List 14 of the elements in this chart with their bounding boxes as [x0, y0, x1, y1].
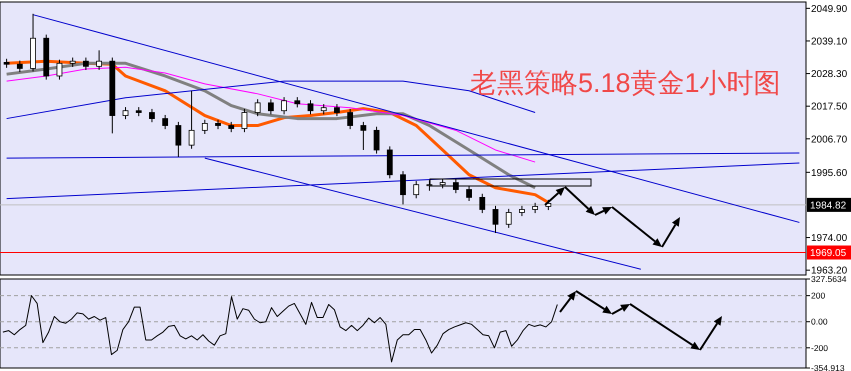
- y-tick-label: 200: [811, 290, 826, 301]
- y-tick-label: 2049.90: [811, 4, 848, 15]
- y-tick-label: 0.00: [811, 316, 828, 327]
- y-tick-label: -354.913: [811, 362, 845, 371]
- ref-line-label: 1969.05: [810, 248, 847, 259]
- text: 老黑策略5.18黄金1小时图: [470, 68, 781, 98]
- y-tick-label: 2039.10: [811, 36, 848, 48]
- y-tick-label: 1974.00: [811, 233, 848, 244]
- ref-line-label: 1984.82: [810, 200, 847, 212]
- y-tick-label: 1995.60: [811, 168, 848, 179]
- y-tick-label: -200: [811, 342, 828, 353]
- y-tick-label: 2006.70: [811, 134, 848, 146]
- y-tick-label: 2017.50: [811, 102, 848, 113]
- y-tick-label: 2028.30: [811, 69, 848, 80]
